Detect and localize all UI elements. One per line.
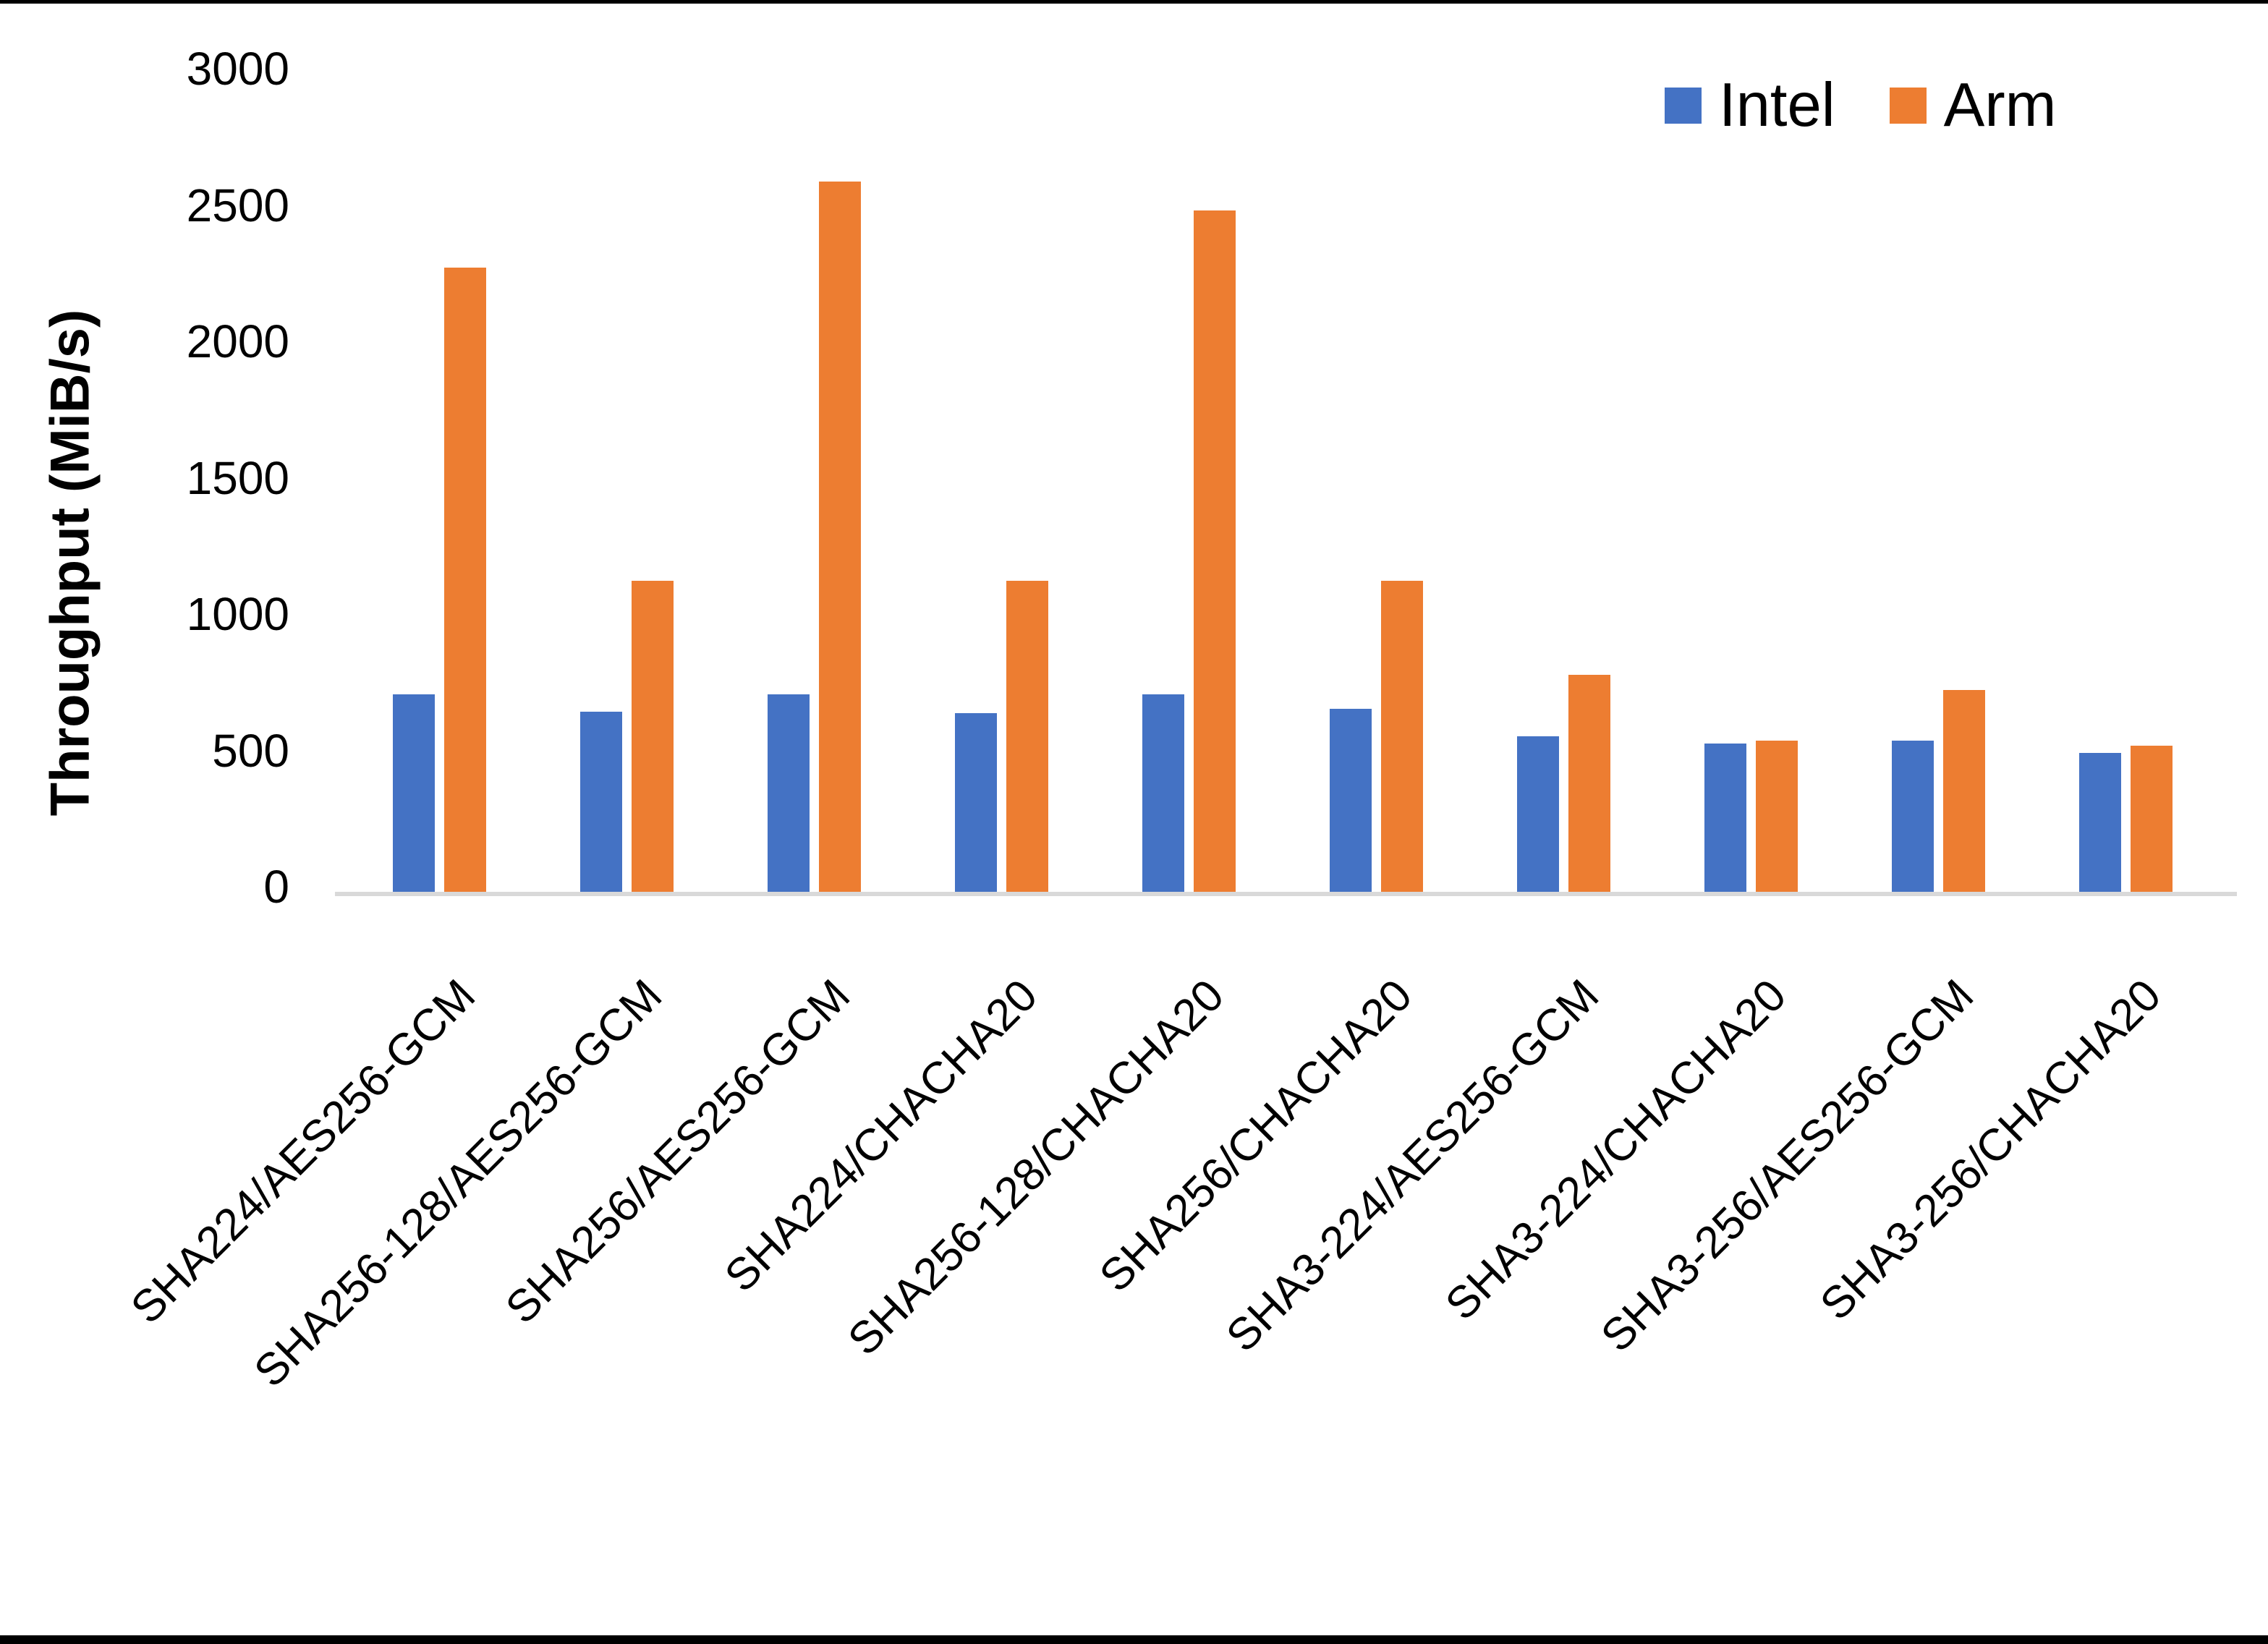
y-tick-label: 2500 xyxy=(186,179,289,231)
bar-arm-2 xyxy=(632,581,674,892)
category-label-6: SHA256/CHACHA20 xyxy=(1090,970,1422,1302)
bar-intel-5 xyxy=(1142,694,1184,892)
bar-arm-9 xyxy=(1943,690,1985,892)
bar-intel-8 xyxy=(1704,743,1746,892)
y-tick-label: 0 xyxy=(263,861,289,913)
intel-swatch-icon xyxy=(1665,88,1702,124)
category-label-10: SHA3-256/CHACHA20 xyxy=(1811,970,2171,1330)
top-border-rule xyxy=(0,0,2268,4)
bar-arm-6 xyxy=(1381,581,1423,892)
y-tick-label: 2000 xyxy=(186,315,289,367)
bar-arm-7 xyxy=(1568,675,1610,892)
bar-intel-2 xyxy=(580,712,622,892)
bar-arm-5 xyxy=(1194,210,1236,892)
category-label-9: SHA3-256/AES256-GCM xyxy=(1592,970,1984,1362)
arm-swatch-icon xyxy=(1889,88,1927,124)
category-label-3: SHA256/AES256-GCM xyxy=(496,970,859,1334)
bar-arm-8 xyxy=(1756,740,1798,892)
bar-intel-6 xyxy=(1330,709,1372,892)
bar-intel-3 xyxy=(768,694,810,892)
category-label-4: SHA224/CHACHA20 xyxy=(715,970,1047,1302)
category-label-1: SHA224/AES256-GCM xyxy=(121,970,485,1334)
bottom-border-rule xyxy=(0,1635,2268,1644)
legend-item-arm: Arm xyxy=(1889,69,2057,142)
y-tick-label: 3000 xyxy=(186,43,289,95)
bar-arm-1 xyxy=(444,267,486,892)
legend-label-intel: Intel xyxy=(1719,71,1835,140)
bar-intel-7 xyxy=(1517,736,1559,892)
bar-intel-1 xyxy=(393,694,435,892)
x-axis-line xyxy=(335,892,2237,896)
category-label-7: SHA3-224/AES256-GCM xyxy=(1217,970,1609,1362)
legend: Intel Arm xyxy=(1665,69,2056,142)
bar-arm-3 xyxy=(819,181,861,892)
category-label-8: SHA3-224/CHACHA20 xyxy=(1436,970,1796,1330)
legend-item-intel: Intel xyxy=(1665,69,1835,142)
bar-intel-10 xyxy=(2079,752,2121,892)
category-label-5: SHA256-128/CHACHA20 xyxy=(838,970,1234,1366)
y-tick-label: 1000 xyxy=(186,588,289,640)
legend-label-arm: Arm xyxy=(1943,71,2057,140)
bar-arm-4 xyxy=(1006,581,1048,892)
y-tick-label: 1500 xyxy=(186,451,289,504)
bar-intel-4 xyxy=(955,713,997,892)
bar-arm-10 xyxy=(2131,746,2173,892)
y-tick-label: 500 xyxy=(212,724,289,777)
bar-intel-9 xyxy=(1892,740,1934,892)
